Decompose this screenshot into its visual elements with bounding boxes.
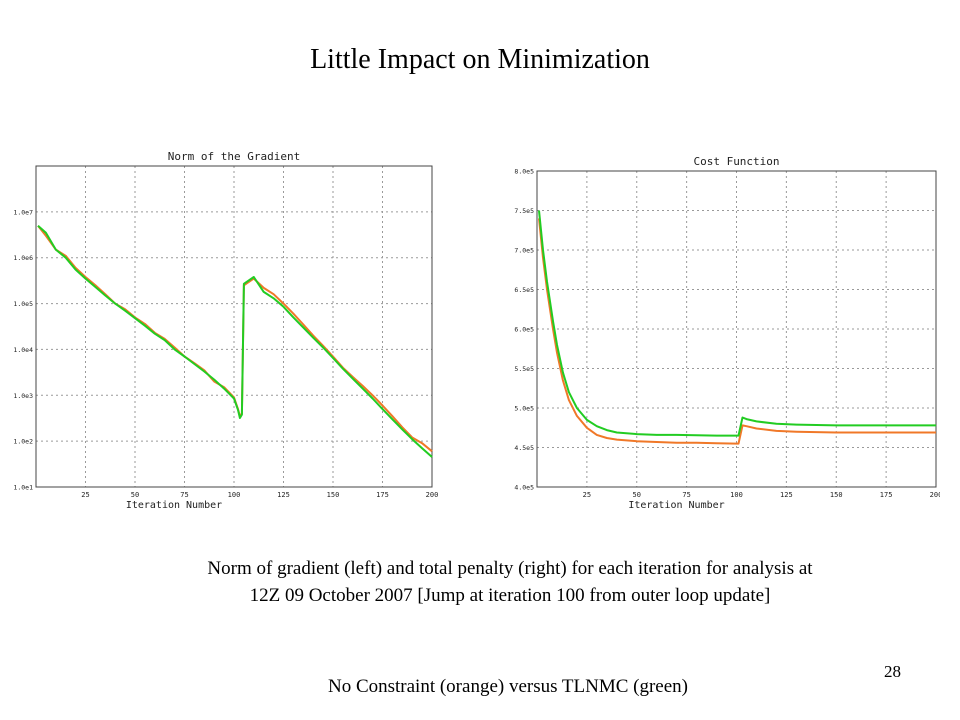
y-tick-label: 1.0e2 <box>13 438 33 446</box>
x-tick-label: 150 <box>830 491 843 499</box>
x-axis-label: Iteration Number <box>126 500 222 511</box>
y-tick-label: 8.0e5 <box>514 168 534 176</box>
x-tick-label: 200 <box>426 491 439 499</box>
series-line-green <box>538 210 936 437</box>
x-tick-label: 100 <box>730 491 743 499</box>
y-tick-label: 1.0e4 <box>13 346 33 354</box>
x-tick-label: 200 <box>930 491 940 499</box>
x-tick-label: 25 <box>81 491 89 499</box>
x-tick-label: 150 <box>327 491 340 499</box>
x-tick-label: 50 <box>131 491 139 499</box>
y-tick-label: 1.0e5 <box>13 300 33 308</box>
x-tick-label: 175 <box>376 491 389 499</box>
cost-function-chart: Cost Function 25 50 75 100 125 150 175 200 4.0e5 4… <box>514 155 940 511</box>
slide-title: Little Impact on Minimization <box>310 44 650 75</box>
plot-frame <box>35 165 433 488</box>
x-tick-label: 125 <box>780 491 793 499</box>
x-axis-label: Iteration Number <box>628 500 724 511</box>
chart-title-0: Norm of the Gradient <box>168 150 300 163</box>
y-tick-label: 4.0e5 <box>514 484 534 492</box>
y-tick-label: 5.5e5 <box>514 365 534 373</box>
chart-title-1: Cost Function <box>693 155 779 168</box>
series-line-orange <box>538 218 936 445</box>
y-tick-label: 1.0e1 <box>13 484 33 492</box>
series-line-orange <box>37 225 433 453</box>
x-tick-label: 25 <box>583 491 591 499</box>
y-tick-label: 4.5e5 <box>514 444 534 452</box>
series-line-green <box>37 224 433 458</box>
x-tick-label: 50 <box>633 491 641 499</box>
x-tick-label: 75 <box>682 491 690 499</box>
gradient-norm-chart: Norm of the Gradient 25 50 75 100 125 150 175 20… <box>13 150 439 511</box>
plot-frame <box>536 170 937 488</box>
x-tick-label: 100 <box>228 491 241 499</box>
legend-note: No Constraint (orange) versus TLNMC (gre… <box>327 676 689 697</box>
x-tick-label: 125 <box>277 491 290 499</box>
caption-line-1: Norm of gradient (left) and total penalt… <box>207 558 813 579</box>
x-tick-label: 175 <box>880 491 893 499</box>
y-tick-label: 1.0e3 <box>13 392 33 400</box>
x-tick-label: 75 <box>180 491 188 499</box>
y-tick-label: 6.0e5 <box>514 326 534 334</box>
figure-caption: Norm of gradient (left) and total penalt… <box>100 555 920 609</box>
y-tick-label: 1.0e7 <box>13 208 33 216</box>
page-number: 28 <box>884 662 901 681</box>
caption-line-2: 12Z 09 October 2007 [Jump at iteration 1… <box>249 585 771 606</box>
y-tick-label: 7.0e5 <box>514 247 534 255</box>
y-tick-label: 7.5e5 <box>514 207 534 215</box>
y-tick-label: 1.0e6 <box>13 254 33 262</box>
y-tick-label: 5.0e5 <box>514 405 534 413</box>
y-tick-label: 6.5e5 <box>514 286 534 294</box>
